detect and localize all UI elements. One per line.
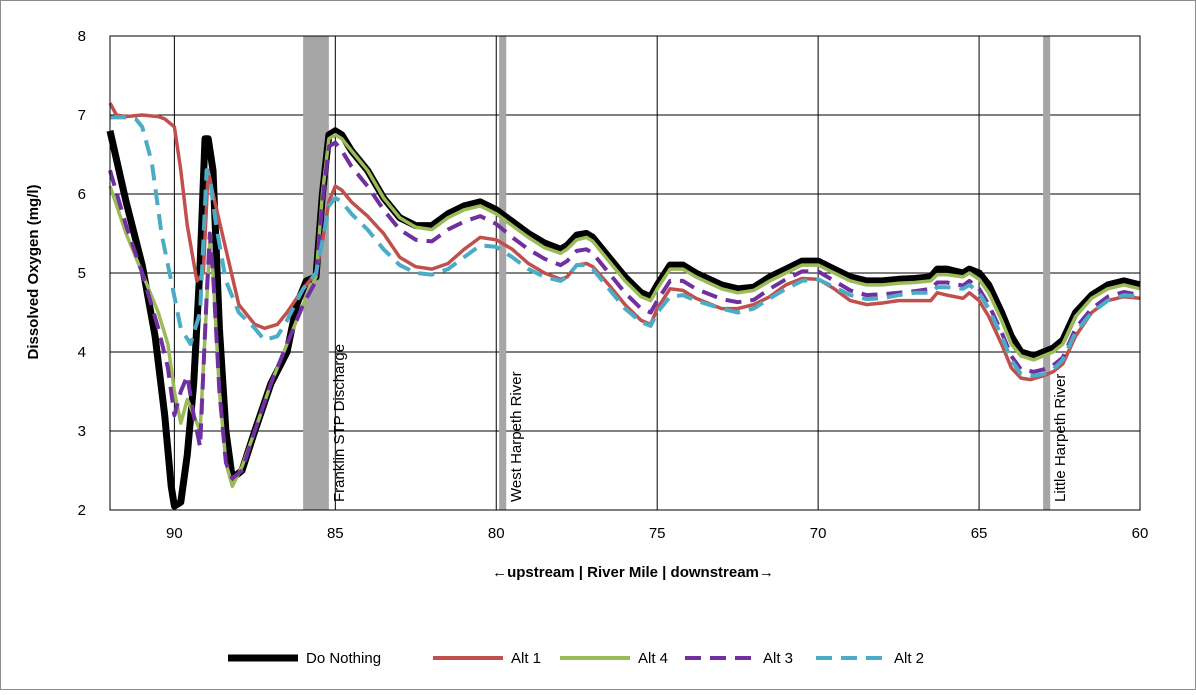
legend: Do Nothing Alt 1 Alt 4 Alt 3 Alt 2 bbox=[228, 650, 924, 667]
x-tick-label: 90 bbox=[166, 525, 183, 542]
legend-label: Alt 3 bbox=[763, 650, 793, 667]
legend-item: Alt 4 bbox=[560, 650, 668, 667]
y-tick-label: 6 bbox=[78, 186, 86, 203]
series-line-alt-3 bbox=[108, 140, 1141, 481]
reference-marker-label: Franklin STP Discharge bbox=[331, 344, 348, 502]
reference-marker-label: Little Harpeth River bbox=[1052, 374, 1069, 502]
y-tick-label: 5 bbox=[78, 265, 86, 282]
y-axis-title: Dissolved Oxygen (mg/l) bbox=[25, 184, 42, 359]
legend-label: Alt 4 bbox=[638, 650, 668, 667]
series-line-do-nothing bbox=[106, 127, 1141, 510]
reference-markers: Franklin STP Discharge West Harpeth River… bbox=[303, 36, 1069, 510]
legend-label: Alt 1 bbox=[511, 650, 541, 667]
legend-label: Do Nothing bbox=[306, 650, 381, 667]
series-line-alt-4 bbox=[108, 133, 1141, 489]
plot-border bbox=[109, 35, 1141, 511]
series-line-alt-1 bbox=[108, 102, 1141, 382]
reference-marker-label: West Harpeth River bbox=[508, 371, 525, 502]
x-tick-label: 65 bbox=[971, 525, 988, 542]
legend-label: Alt 2 bbox=[894, 650, 924, 667]
y-tick-label: 3 bbox=[78, 423, 86, 440]
reference-marker-band bbox=[1043, 36, 1051, 510]
x-tick-label: 85 bbox=[327, 525, 344, 542]
x-tick-labels: 90 85 80 75 70 65 60 bbox=[166, 525, 1148, 542]
x-tick-label: 60 bbox=[1132, 525, 1149, 542]
x-tick-label: 75 bbox=[649, 525, 666, 542]
legend-item: Alt 3 bbox=[685, 650, 793, 667]
legend-item: Do Nothing bbox=[228, 650, 381, 667]
y-tick-label: 8 bbox=[78, 28, 86, 45]
series-line-alt-2 bbox=[110, 115, 1141, 378]
y-tick-label: 7 bbox=[78, 107, 86, 124]
x-axis-title: ←upstream | River Mile | downstream→ bbox=[492, 564, 774, 581]
x-tick-label: 80 bbox=[488, 525, 505, 542]
series-layer bbox=[106, 102, 1141, 510]
y-tick-label: 2 bbox=[78, 502, 86, 519]
legend-item: Alt 1 bbox=[433, 650, 541, 667]
x-tick-label: 70 bbox=[810, 525, 827, 542]
y-tick-labels: 2 3 4 5 6 7 8 bbox=[78, 28, 86, 519]
y-tick-label: 4 bbox=[78, 344, 86, 361]
reference-marker-band bbox=[499, 36, 507, 510]
legend-item: Alt 2 bbox=[816, 650, 924, 667]
